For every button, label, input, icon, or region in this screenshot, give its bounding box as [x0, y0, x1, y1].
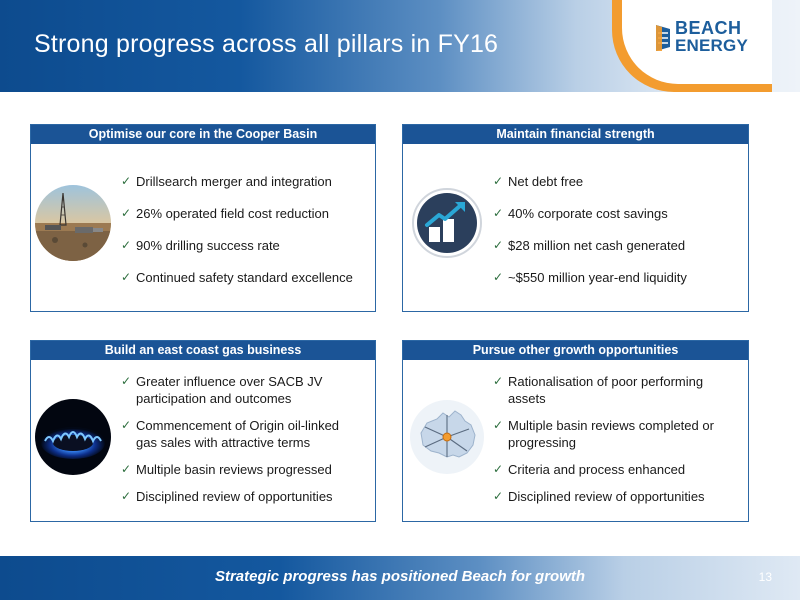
bullet-list: ✓ Rationalisation of poor performing asset…	[493, 373, 714, 505]
list-item: ✓ Greater influence over SACB JV participa…	[121, 374, 323, 406]
bullet-list: ✓ Greater influence over SACB JV participa…	[121, 373, 339, 505]
list-item: ✓ Disciplined review of opportunities	[121, 489, 333, 504]
page-number: 13	[758, 570, 772, 584]
list-item: ✓ Multiple basin reviews progressed	[121, 462, 332, 477]
check-icon: ✓	[121, 238, 132, 252]
check-icon: ✓	[493, 206, 504, 220]
list-item: ✓ $28 million net cash generated	[493, 238, 686, 253]
slide-footer: Strategic progress has positioned Beach …	[0, 556, 800, 600]
list-item: ✓ Criteria and process enhanced	[493, 462, 686, 477]
check-icon: ✓	[121, 418, 132, 432]
list-item: ✓ Disciplined review of opportunities	[493, 489, 705, 504]
growth-chart-icon	[409, 185, 485, 261]
list-item: ✓ 26% operated field cost reduction	[121, 206, 329, 221]
check-icon: ✓	[121, 462, 132, 476]
panel-growth-opportunities: Pursue other growth opportunities ✓ Ratio…	[402, 340, 749, 522]
bullet-list: ✓ Drillsearch merger and integration ✓ 26%…	[121, 173, 353, 286]
list-item: ✓ Net debt free	[493, 174, 584, 189]
check-icon: ✓	[493, 374, 504, 388]
gas-flame-photo	[35, 399, 111, 475]
list-item: ✓ 90% drilling success rate	[121, 238, 280, 253]
beach-energy-logo: BEACH ENERGY	[612, 0, 772, 92]
panel-cooper-basin: Optimise our core in the Cooper Basin ✓ D…	[30, 124, 376, 312]
check-icon: ✓	[121, 174, 132, 188]
list-item: ✓ 40% corporate cost savings	[493, 206, 668, 221]
panel-east-coast-gas: Build an east coast gas business ✓ Greate…	[30, 340, 376, 522]
bullet-list: ✓ Net debt free ✓ 40% corporate cost savin…	[493, 173, 687, 286]
check-icon: ✓	[121, 206, 132, 220]
list-item: ✓ ~$550 million year-end liquidity	[493, 270, 687, 285]
check-icon: ✓	[493, 489, 504, 503]
check-icon: ✓	[493, 270, 504, 284]
panel-heading: Pursue other growth opportunities	[403, 341, 748, 360]
panel-heading: Optimise our core in the Cooper Basin	[31, 125, 375, 144]
check-icon: ✓	[493, 418, 504, 432]
panel-heading: Maintain financial strength	[403, 125, 748, 144]
outback-oil-rig-photo	[35, 185, 111, 261]
australia-map-icon	[409, 399, 485, 475]
list-item: ✓ Continued safety standard excellence	[121, 270, 353, 285]
logo-shell-icon	[656, 25, 670, 51]
footer-tagline: Strategic progress has positioned Beach …	[214, 568, 586, 585]
panel-financial-strength: Maintain financial strength ✓ Net debt fr…	[402, 124, 749, 312]
slide-title: Strong progress across all pillars in FY…	[34, 30, 499, 58]
logo-wordmark-line2: ENERGY	[675, 36, 748, 55]
list-item: ✓ Commencement of Origin oil-linked gas sa…	[121, 418, 340, 450]
check-icon: ✓	[121, 374, 132, 388]
list-item: ✓ Drillsearch merger and integration	[121, 174, 332, 189]
check-icon: ✓	[493, 174, 504, 188]
logo-wordmark-line1: BEACH	[675, 18, 742, 38]
check-icon: ✓	[493, 462, 504, 476]
check-icon: ✓	[121, 489, 132, 503]
check-icon: ✓	[493, 238, 504, 252]
list-item: ✓ Multiple basin reviews completed or prog…	[493, 418, 714, 450]
list-item: ✓ Rationalisation of poor performing asset…	[493, 374, 704, 406]
check-icon: ✓	[121, 270, 132, 284]
panel-heading: Build an east coast gas business	[31, 341, 375, 360]
